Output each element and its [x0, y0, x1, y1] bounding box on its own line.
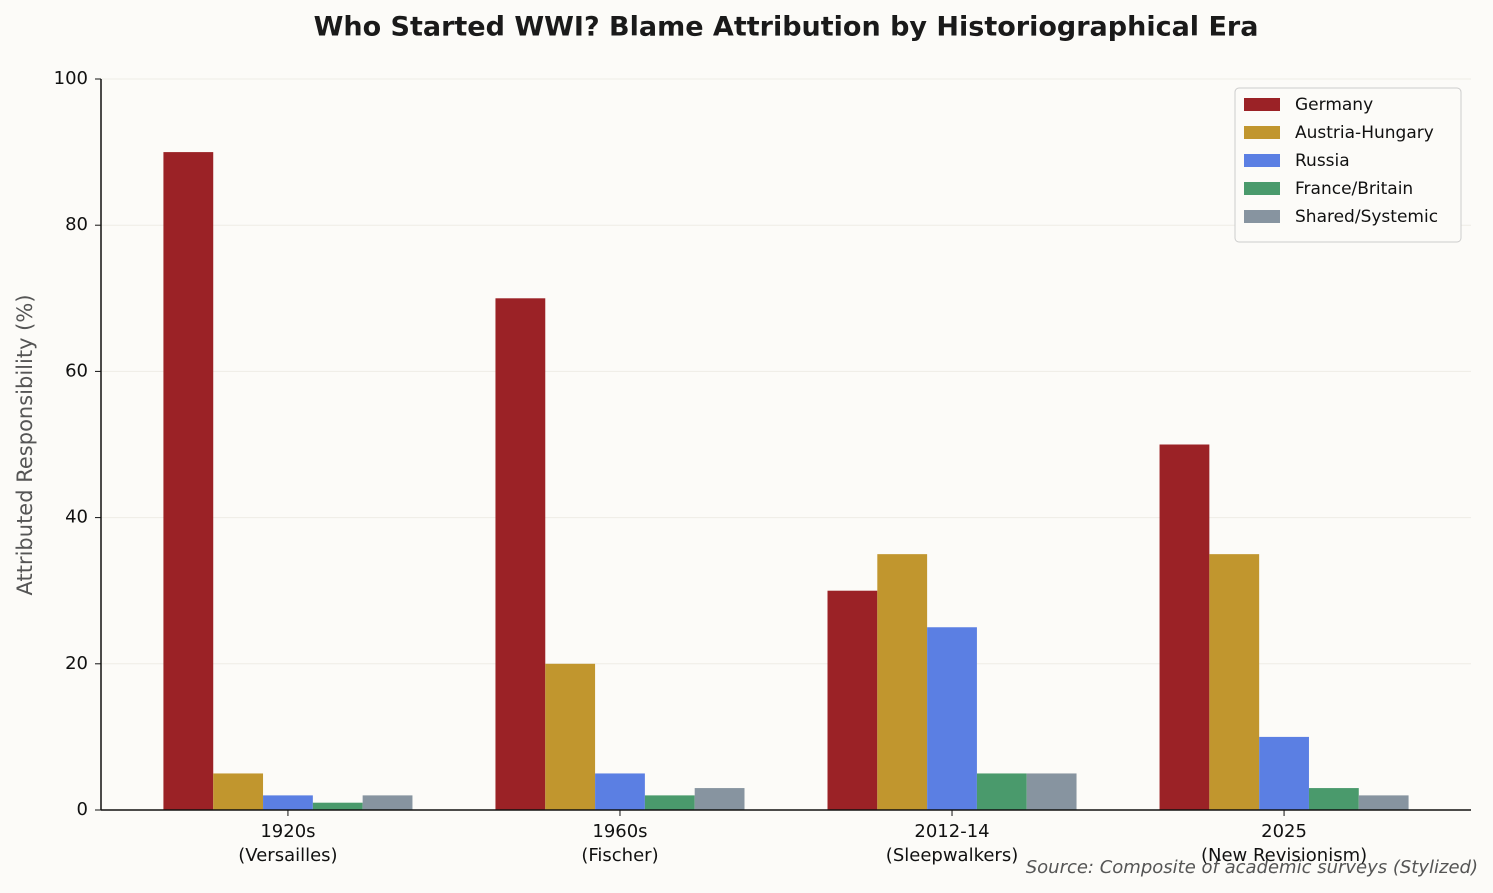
- legend-swatch: [1244, 210, 1280, 223]
- bar: [1209, 554, 1260, 810]
- bar: [595, 773, 645, 810]
- chart-title: Who Started WWI? Blame Attribution by Hi…: [314, 12, 1259, 43]
- y-tick-label: 20: [65, 653, 88, 674]
- bar: [362, 795, 413, 810]
- legend-label: Shared/Systemic: [1295, 207, 1438, 227]
- legend-swatch: [1244, 126, 1280, 139]
- bar: [495, 298, 546, 810]
- bar: [213, 773, 264, 810]
- y-axis-label: Attributed Responsibility (%): [13, 294, 37, 595]
- y-tick-label: 80: [65, 214, 88, 235]
- y-tick-label: 0: [77, 799, 88, 820]
- source-note: Source: Composite of academic surveys (S…: [1026, 857, 1478, 878]
- bar: [927, 627, 977, 810]
- bar: [1159, 444, 1210, 810]
- legend-box: [1234, 87, 1462, 243]
- y-tick-label: 40: [65, 507, 88, 528]
- bar: [694, 788, 745, 810]
- bar: [877, 554, 928, 810]
- x-tick-label: 2012-14 (Sleepwalkers): [886, 821, 1018, 866]
- bar: [1026, 773, 1077, 810]
- bar: [312, 802, 363, 810]
- bar: [1308, 788, 1359, 810]
- x-tick-label: 2025 (New Revisionism): [1201, 821, 1367, 866]
- bar: [976, 773, 1027, 810]
- y-tick-label: 100: [54, 68, 88, 89]
- bar: [545, 663, 596, 810]
- y-tick-label: 60: [65, 360, 88, 381]
- x-tick-label: 1920s (Versailles): [238, 821, 337, 866]
- bar: [163, 152, 214, 811]
- legend-label: Russia: [1295, 151, 1350, 171]
- legend-swatch: [1244, 182, 1280, 195]
- legend-label: Germany: [1295, 95, 1373, 115]
- bar: [1259, 736, 1309, 810]
- legend-swatch: [1244, 154, 1280, 167]
- bar: [644, 795, 695, 810]
- bar: [827, 590, 878, 810]
- legend-swatch: [1244, 98, 1280, 111]
- legend-label: France/Britain: [1295, 179, 1413, 199]
- legend-label: Austria-Hungary: [1295, 123, 1434, 143]
- bar: [1358, 795, 1409, 810]
- bar: [263, 795, 313, 810]
- x-tick-label: 1960s (Fischer): [581, 821, 658, 866]
